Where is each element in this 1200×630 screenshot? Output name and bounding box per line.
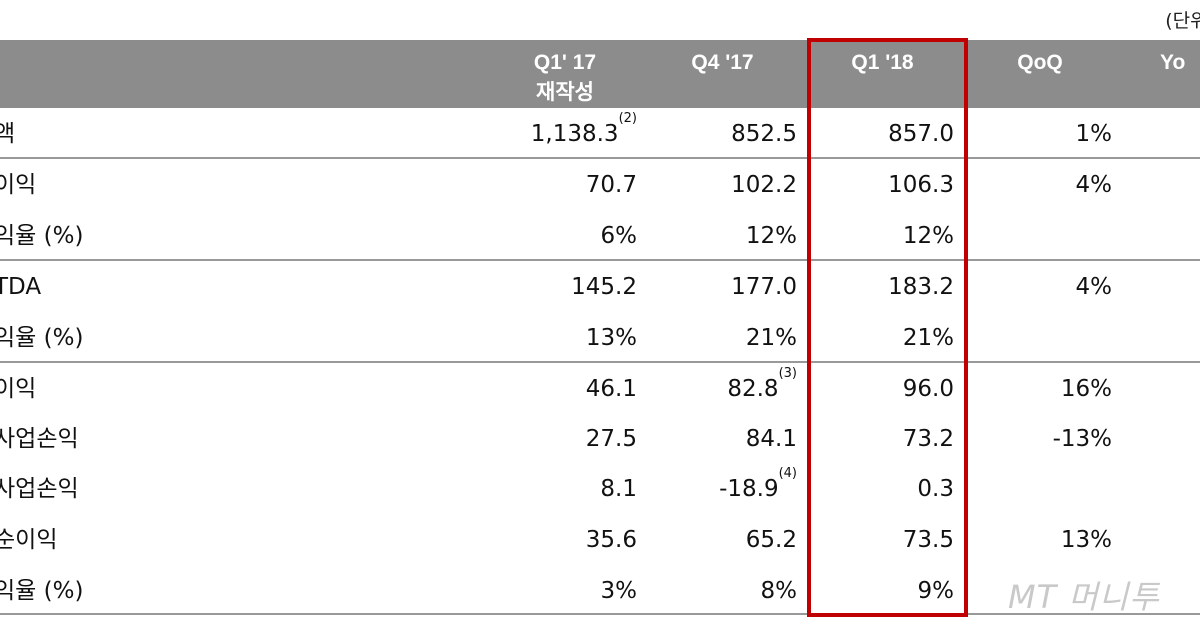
footnote-mark: (4) (778, 466, 797, 481)
cell-q1-17: 13% (585, 325, 637, 351)
cell-q1-17: 8.1 (600, 476, 637, 502)
cell-q4-17: 65.2 (745, 527, 797, 553)
row-divider (0, 259, 1200, 261)
cell-q4-17: 177.0 (731, 274, 797, 300)
table-row: 순이익 35.6 65.2 73.5 13% (0, 515, 1200, 566)
row-divider (0, 157, 1200, 159)
cell-q4-17: 12% (745, 223, 797, 249)
cell-qoq: 16% (1060, 376, 1112, 402)
table-row: 이익 70.7 102.2 106.3 4% (0, 160, 1200, 211)
header-q1-17: Q1' 17 재작성 (510, 48, 620, 108)
cell-q4-17: 852.5 (640, 109, 797, 160)
cell-qoq (960, 464, 1112, 515)
cell-qoq: 1% (1075, 121, 1113, 147)
cell-q1-18: 21% (902, 325, 954, 351)
header-q4-17: Q4 '17 (691, 51, 754, 74)
cell-value: -18.9 (719, 476, 779, 502)
table-row: 사업손익 27.5 84.1 73.2 -13% (0, 414, 1200, 465)
cell-q1-17: 27.5 (585, 426, 637, 452)
cell-qoq (960, 211, 1112, 262)
cell-value: 82.8 (727, 376, 779, 402)
cell-qoq (960, 313, 1112, 364)
cell-value: 1,138.3 (530, 121, 619, 147)
table-header: Q1' 17 재작성 Q4 '17 Q1 '18 QoQ Yo (0, 40, 1200, 108)
cell-q1-17: 3% (600, 578, 638, 604)
row-divider (0, 361, 1200, 363)
table-row: TDA 145.2 177.0 183.2 4% (0, 262, 1200, 313)
cell-q1-17: 35.6 (585, 527, 637, 553)
header-yoy: Yo (1160, 51, 1186, 74)
cell-q1-18: 106.3 (888, 172, 954, 198)
cell-q1-17: 6% (600, 223, 638, 249)
cell-q1-18: 9% (917, 578, 955, 604)
header-q1-17-label: Q1' 17 (533, 51, 597, 74)
table-row: 액 1,138.3(2) 852.5 857.0 1% (0, 109, 1200, 160)
cell-qoq: 4% (1075, 172, 1113, 198)
watermark-logo: MT 머니투 (1008, 578, 1160, 616)
cell-q1-17: 70.7 (585, 172, 637, 198)
row-label: 익율 (%) (0, 325, 84, 351)
cell-q1-18: 183.2 (888, 274, 954, 300)
header-q1-18: Q1 '18 (851, 51, 914, 74)
footnote-mark: (2) (618, 111, 637, 126)
table-row: 사업손익 8.1 -18.9(4) 0.3 (0, 464, 1200, 515)
cell-qoq: 4% (1075, 274, 1113, 300)
header-restated-label: 재작성 (536, 81, 594, 104)
row-label: 액 (0, 121, 16, 147)
cell-q1-18: 73.5 (902, 527, 954, 553)
cell-q1-18: 96.0 (902, 376, 954, 402)
cell-q1-17: 46.1 (585, 376, 637, 402)
cell-q1-17: 1,138.3(2) (480, 109, 637, 160)
cell-qoq: 13% (1060, 527, 1112, 553)
row-label: 익율 (%) (0, 223, 84, 249)
table-bottom-rule (0, 613, 1200, 615)
row-label: 익율 (%) (0, 578, 84, 604)
cell-q1-18: 857.0 (888, 121, 954, 147)
cell-q4-17: 82.8(3) (640, 364, 797, 415)
footnote-mark: (3) (778, 366, 797, 381)
cell-q1-17: 145.2 (571, 274, 637, 300)
row-label: 이익 (0, 376, 37, 402)
unit-label: (단위: (1165, 10, 1200, 32)
cell-value: 852.5 (731, 121, 797, 147)
table-row: 이익 46.1 82.8(3) 96.0 16% (0, 364, 1200, 415)
row-label: 순이익 (0, 527, 58, 553)
cell-q4-17: 102.2 (731, 172, 797, 198)
row-label: TDA (0, 274, 42, 300)
cell-qoq: -13% (1052, 426, 1112, 452)
cell-q1-18: 0.3 (917, 476, 954, 502)
table-row: 익율 (%) 6% 12% 12% (0, 211, 1200, 262)
cell-q4-17: -18.9(4) (640, 464, 797, 515)
row-label: 이익 (0, 172, 37, 198)
header-qoq: QoQ (1017, 51, 1063, 74)
cell-q4-17: 8% (760, 578, 798, 604)
row-label: 사업손익 (0, 476, 79, 502)
row-label: 사업손익 (0, 426, 79, 452)
table-row: 익율 (%) 3% 8% 9% (0, 566, 1200, 617)
table-row: 익율 (%) 13% 21% 21% (0, 313, 1200, 364)
cell-q1-18: 12% (902, 223, 954, 249)
cell-q4-17: 84.1 (745, 426, 797, 452)
cell-q1-18: 73.2 (902, 426, 954, 452)
cell-q4-17: 21% (745, 325, 797, 351)
